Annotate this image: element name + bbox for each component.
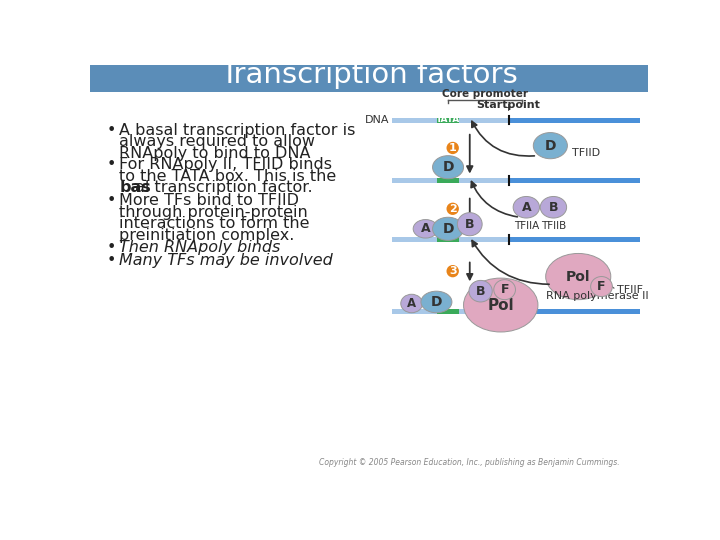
Text: Core promoter: Core promoter <box>442 90 528 99</box>
FancyBboxPatch shape <box>392 178 437 183</box>
Text: always required to allow: always required to allow <box>120 134 315 149</box>
Text: TFIID: TFIID <box>572 148 600 158</box>
FancyBboxPatch shape <box>508 237 640 242</box>
Text: to the TATA box. This is the: to the TATA box. This is the <box>120 168 337 184</box>
Text: Pol: Pol <box>487 298 514 313</box>
Ellipse shape <box>433 217 464 240</box>
FancyBboxPatch shape <box>508 308 640 314</box>
FancyBboxPatch shape <box>508 178 640 183</box>
FancyBboxPatch shape <box>392 308 437 314</box>
Text: interactions to form the: interactions to form the <box>120 217 310 232</box>
Text: Then RNApoly binds: Then RNApoly binds <box>120 240 281 255</box>
Text: through protein-protein: through protein-protein <box>120 205 308 220</box>
Text: D: D <box>442 160 454 174</box>
Text: TFIIA: TFIIA <box>513 221 539 231</box>
Text: D: D <box>544 139 556 153</box>
Ellipse shape <box>494 280 516 300</box>
Text: Transcription factors: Transcription factors <box>220 61 518 89</box>
Text: TFIIB: TFIIB <box>541 221 566 231</box>
Ellipse shape <box>546 253 611 300</box>
Text: Startpoint: Startpoint <box>477 100 541 110</box>
Ellipse shape <box>540 197 567 218</box>
FancyBboxPatch shape <box>90 57 648 92</box>
Text: 2: 2 <box>449 204 456 214</box>
Text: A: A <box>407 297 416 310</box>
Text: al transcription factor.: al transcription factor. <box>135 180 312 195</box>
Text: 1: 1 <box>449 143 456 153</box>
FancyBboxPatch shape <box>437 118 459 123</box>
Ellipse shape <box>513 197 539 218</box>
Text: RNApoly to bind to DNA: RNApoly to bind to DNA <box>120 146 311 161</box>
FancyBboxPatch shape <box>459 118 508 123</box>
Ellipse shape <box>433 156 464 179</box>
FancyBboxPatch shape <box>437 308 459 314</box>
Ellipse shape <box>469 280 492 302</box>
Ellipse shape <box>464 278 538 332</box>
FancyBboxPatch shape <box>459 237 508 242</box>
Ellipse shape <box>534 132 567 159</box>
Ellipse shape <box>413 220 438 238</box>
Text: 3: 3 <box>449 266 456 276</box>
Ellipse shape <box>457 213 482 236</box>
Text: A basal transcription factor is: A basal transcription factor is <box>120 123 356 138</box>
FancyBboxPatch shape <box>392 118 437 123</box>
Text: •: • <box>107 240 117 255</box>
Text: •: • <box>107 193 117 208</box>
Text: •: • <box>107 123 117 138</box>
Text: Many TFs may be involved: Many TFs may be involved <box>120 253 333 268</box>
Text: •: • <box>107 253 117 268</box>
Text: bas: bas <box>120 180 151 195</box>
Text: RNA polymerase II: RNA polymerase II <box>546 291 648 301</box>
FancyBboxPatch shape <box>508 118 640 123</box>
Text: B: B <box>465 218 474 231</box>
Ellipse shape <box>446 142 459 154</box>
Ellipse shape <box>446 202 459 215</box>
Text: B: B <box>549 201 558 214</box>
Ellipse shape <box>401 294 423 313</box>
Text: More TFs bind to TFIID: More TFs bind to TFIID <box>120 193 300 208</box>
Ellipse shape <box>446 265 459 278</box>
FancyBboxPatch shape <box>437 178 459 183</box>
Text: DNA: DNA <box>364 115 389 125</box>
FancyBboxPatch shape <box>459 178 508 183</box>
Ellipse shape <box>590 276 612 296</box>
Text: D: D <box>442 222 454 236</box>
Text: F: F <box>598 280 606 293</box>
Text: Copyright © 2005 Pearson Education, Inc., publishing as Benjamin Cummings.: Copyright © 2005 Pearson Education, Inc.… <box>320 458 620 467</box>
Text: TATA: TATA <box>436 115 460 124</box>
Text: •: • <box>107 157 117 172</box>
Text: preinitiation complex.: preinitiation complex. <box>120 228 294 243</box>
FancyBboxPatch shape <box>459 308 508 314</box>
Text: A: A <box>521 201 531 214</box>
FancyBboxPatch shape <box>437 237 459 242</box>
Text: D: D <box>431 295 442 309</box>
Text: +: + <box>504 103 513 113</box>
Text: Pol: Pol <box>566 269 590 284</box>
Text: For RNApoly II, TFIID binds: For RNApoly II, TFIID binds <box>120 157 333 172</box>
Ellipse shape <box>421 291 452 313</box>
Text: A: A <box>420 222 431 235</box>
FancyBboxPatch shape <box>392 237 437 242</box>
Text: F: F <box>500 283 509 296</box>
Text: B: B <box>476 285 485 298</box>
Text: TFIIF: TFIIF <box>617 285 643 295</box>
